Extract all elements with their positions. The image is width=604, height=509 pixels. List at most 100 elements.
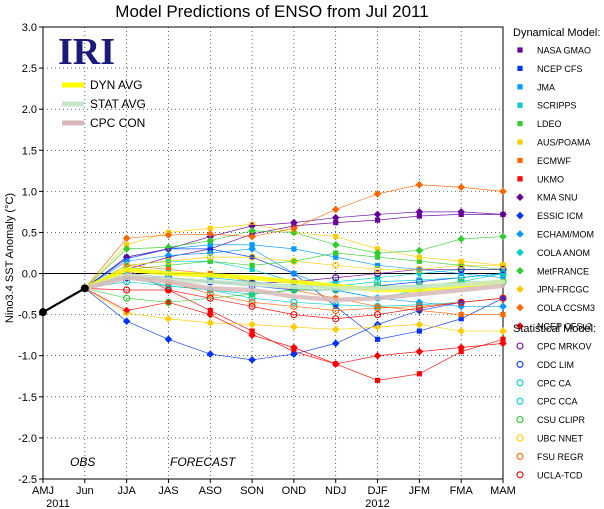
series-line-cola-ccsm3 (84, 184, 504, 289)
x-tick-label: ASO (199, 485, 223, 497)
model-legend: Dynamical Model: NASA GMAO NCEP CFS JMA SCRI… (513, 27, 600, 480)
legend-label: NCEP CFSv2 (537, 322, 592, 332)
average-lines (82, 267, 506, 303)
x-tick-label: JFM (409, 485, 430, 497)
series-line-essic-icm (84, 288, 504, 361)
chart-title: Model Predictions of ENSO from Jul 2011 (115, 2, 428, 21)
avg-legend-label: CPC CON (90, 116, 145, 130)
y-tick-label: -2.5 (18, 474, 37, 486)
y-tick-label: 1.0 (22, 186, 37, 198)
y-tick-label: 2.5 (22, 63, 37, 75)
legend-label: FSU REGR (537, 452, 584, 462)
legend-marker (516, 248, 524, 257)
legend-label: KMA SNU (537, 193, 578, 203)
legend-label: NASA GMAO (537, 46, 591, 56)
legend-marker (516, 322, 524, 330)
legend-marker (516, 452, 524, 460)
series-line-ubc-nnet (84, 256, 503, 289)
legend-marker (516, 471, 524, 479)
legend-marker (516, 211, 524, 220)
avg-legend-label: STAT AVG (90, 97, 146, 111)
legend-label: AUS/POAMA (537, 138, 591, 148)
y-tick-label: 2.0 (22, 104, 37, 116)
data-point (248, 302, 256, 310)
legend-marker (516, 303, 524, 312)
legend-label: CPC CCA (537, 397, 578, 407)
iri-logo: IRI (58, 31, 115, 73)
legend-marker (516, 342, 524, 350)
legend-label: JPN-FRCGC (537, 285, 589, 295)
x-tick-label: SON (240, 485, 264, 497)
legend-label: ECMWF (537, 156, 571, 166)
legend-marker (517, 121, 523, 127)
avg-line-dyn-avg (82, 267, 506, 293)
series-line-metfrance (84, 230, 504, 289)
year-label: 2012 (365, 498, 389, 509)
data-point (206, 290, 214, 298)
legend-label: SCRIPPS (537, 101, 577, 111)
legend-marker (517, 176, 523, 182)
legend-label: LDEO (537, 119, 562, 129)
x-tick-label: DJF (367, 485, 387, 497)
legend-label: UKMO (537, 174, 564, 184)
x-tick-label: JJA (117, 485, 136, 497)
x-tick-label: JAS (158, 485, 178, 497)
plot-area (42, 26, 504, 480)
legend-marker (517, 157, 523, 163)
series-line-nasa-gmao (84, 214, 503, 289)
y-tick-label: 3.0 (22, 22, 37, 34)
y-tick-label: -2.0 (18, 433, 37, 445)
legend-marker (517, 102, 523, 108)
statistical-heading: Statistical Model: (513, 323, 596, 335)
legend-label: UBC NNET (537, 434, 584, 444)
plot-frame (42, 26, 504, 480)
y-tick-label: 0.5 (22, 227, 37, 239)
y-tick-label: -0.5 (18, 310, 37, 322)
legend-label: COLA CCSM3 (537, 303, 595, 313)
legend-label: CPC CA (537, 378, 571, 388)
average-legend: DYN AVG STAT AVG CPC CON (62, 78, 146, 130)
legend-label: COLA ANOM (537, 248, 590, 258)
obs-point (80, 284, 89, 293)
x-tick-label: FMA (450, 485, 474, 497)
y-axis-label: Nino3.4 SST Anomaly (°C) (4, 193, 16, 323)
axes: 3.0 2.5 2.0 1.5 1.0 0.5 0.0 -0.5 -1.0 -1.5 -2.0 -2.… (18, 22, 516, 509)
series-line-cpc-ca (84, 281, 504, 307)
legend-marker (516, 397, 524, 405)
series-line-kma-snu (84, 211, 504, 289)
legend-label: ECHAM/MOM (537, 230, 594, 240)
x-tick-label: NDJ (325, 485, 346, 497)
legend-label: ESSIC ICM (537, 211, 583, 221)
legend-label: MetFRANCE (537, 266, 589, 276)
legend-marker (517, 139, 523, 145)
legend-marker (516, 360, 524, 368)
legend-label: NCEP CFS (537, 64, 582, 74)
legend-marker (516, 267, 524, 275)
x-tick-label: MAM (490, 485, 516, 497)
avg-legend-label: DYN AVG (90, 78, 142, 92)
series-lines (84, 180, 507, 383)
legend-marker (516, 285, 524, 293)
legend-label: UCLA-TCD (537, 470, 583, 480)
legend-label: JMA (537, 82, 555, 92)
legend-label: CPC MRKOV (537, 342, 592, 352)
y-tick-label: -1.5 (18, 392, 37, 404)
avg-line-cpc-con (82, 275, 506, 303)
y-tick-label: -1.0 (18, 351, 37, 363)
legend-marker (517, 84, 523, 90)
y-tick-label: 0.0 (22, 269, 37, 281)
x-tick-label: AMJ (32, 485, 54, 497)
dynamical-heading: Dynamical Model: (513, 27, 600, 39)
series-line-ncep-cfsv2 (84, 288, 504, 365)
y-tick-label: 1.5 (22, 145, 37, 157)
year-label: 2011 (46, 498, 70, 509)
legend-label: CSU CLIPR (537, 415, 586, 425)
legend-marker (516, 416, 524, 424)
legend-marker (516, 434, 524, 442)
legend-marker (516, 193, 524, 201)
series-line-jpn-frcgc (84, 288, 503, 332)
legend-marker (516, 230, 524, 238)
legend-marker (517, 65, 523, 71)
legend-marker (516, 379, 524, 387)
